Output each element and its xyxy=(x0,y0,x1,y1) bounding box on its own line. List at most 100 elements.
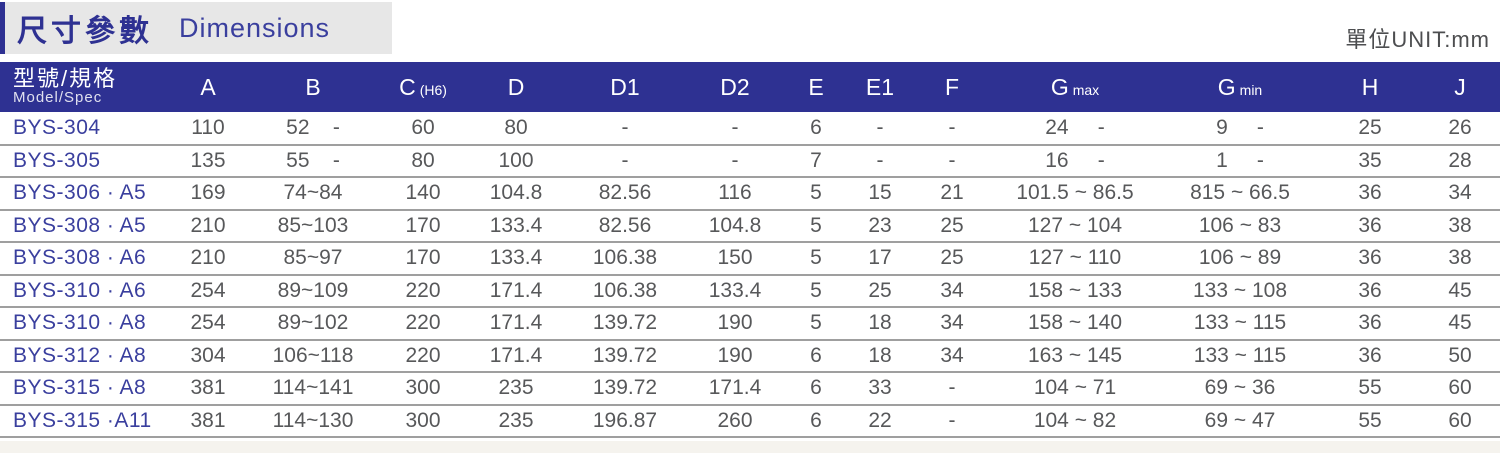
value-cell: 18 xyxy=(868,311,892,335)
value-cell: 60 xyxy=(411,115,435,139)
value-cell: - xyxy=(948,376,956,400)
value-cell: 34 xyxy=(940,343,964,367)
value-cell: 140 xyxy=(405,181,441,205)
value-cell: 127 ~ 110 xyxy=(1028,246,1122,270)
model-cell: BYS-310 · A6 xyxy=(13,278,147,302)
value-cell: 106.38 xyxy=(592,278,658,302)
value-cell: 25 xyxy=(868,278,892,302)
value-cell: 139.72 xyxy=(592,311,658,335)
column-header-f: F xyxy=(914,62,990,112)
value-cell: 139.72 xyxy=(592,376,658,400)
model-cell: BYS-306 · A5 xyxy=(13,181,147,205)
value-cell: 254 xyxy=(190,311,226,335)
value-cell: 17 xyxy=(868,246,892,270)
value-cell: 21 xyxy=(940,181,964,205)
value-cell: 304 xyxy=(190,343,226,367)
value-cell: 114~130 xyxy=(272,408,354,432)
table-row: BYS-315 · A8 381 114~141 300 235 139.72 171.4 6… xyxy=(0,372,1500,405)
value-cell: 89~102 xyxy=(277,311,349,335)
model-header-en: Model/Spec xyxy=(13,89,103,107)
value-cell: 24 - xyxy=(1045,115,1105,139)
value-cell: 34 xyxy=(940,278,964,302)
value-cell: - xyxy=(731,115,739,139)
value-cell: 7 xyxy=(810,148,822,172)
model-cell: BYS-315 ·A11 xyxy=(13,408,152,432)
title-accent-bar xyxy=(0,2,5,54)
page-title-zh: 尺寸參數 xyxy=(17,15,153,48)
value-cell: 6 xyxy=(810,376,822,400)
value-cell: 80 xyxy=(411,148,435,172)
value-cell: 25 xyxy=(940,246,964,270)
value-cell: 210 xyxy=(190,213,226,237)
value-cell: - xyxy=(621,115,629,139)
value-cell: 190 xyxy=(717,343,753,367)
table-row: BYS-310 · A8 254 89~102 220 171.4 139.72 190 5 1… xyxy=(0,307,1500,340)
value-cell: 100 xyxy=(498,148,534,172)
value-cell: 133 ~ 115 xyxy=(1193,311,1287,335)
column-header-d2: D2 xyxy=(684,62,786,112)
value-cell: 55 - xyxy=(286,148,340,172)
value-cell: 28 xyxy=(1448,148,1472,172)
value-cell: 139.72 xyxy=(592,343,658,367)
page-title-en: Dimensions xyxy=(179,12,331,43)
value-cell: 22 xyxy=(868,408,892,432)
value-cell: 104.8 xyxy=(708,213,762,237)
value-cell: 104 ~ 71 xyxy=(1033,376,1117,400)
value-cell: 170 xyxy=(405,213,441,237)
value-cell: 69 ~ 47 xyxy=(1204,408,1276,432)
table-row: BYS-310 · A6 254 89~109 220 171.4 106.38 133.4… xyxy=(0,274,1500,307)
value-cell: 220 xyxy=(405,311,441,335)
value-cell: 158 ~ 140 xyxy=(1027,311,1122,335)
value-cell: 36 xyxy=(1358,213,1382,237)
value-cell: 171.4 xyxy=(708,376,762,400)
value-cell: - xyxy=(948,115,956,139)
value-cell: 235 xyxy=(498,376,534,400)
value-cell: 36 xyxy=(1358,246,1382,270)
value-cell: 36 xyxy=(1358,311,1382,335)
value-cell: 5 xyxy=(810,181,822,205)
table-row: BYS-305 135 55 - 80 100 - - 7 - - 16 - 1 - 35 28 xyxy=(0,144,1500,177)
value-cell: 55 xyxy=(1358,408,1382,432)
value-cell: 34 xyxy=(1448,181,1472,205)
column-label: C xyxy=(399,73,416,100)
column-header-h: H xyxy=(1320,62,1420,112)
table-row: BYS-308 · A6 210 85~97 170 133.4 106.38 150 5 17… xyxy=(0,242,1500,275)
value-cell: 169 xyxy=(190,181,226,205)
column-label: E1 xyxy=(865,73,895,100)
value-cell: 60 xyxy=(1448,408,1472,432)
value-cell: 6 xyxy=(810,115,822,139)
value-cell: 104.8 xyxy=(489,181,543,205)
column-label: H xyxy=(1361,73,1379,100)
value-cell: - xyxy=(948,148,956,172)
title-box: 尺寸參數 Dimensions xyxy=(5,2,392,54)
value-cell: 210 xyxy=(190,246,226,270)
value-cell: 5 xyxy=(810,311,822,335)
value-cell: 101.5 ~ 86.5 xyxy=(1016,181,1134,205)
value-cell: 1 - xyxy=(1216,148,1264,172)
column-header-e: E xyxy=(786,62,846,112)
value-cell: 260 xyxy=(717,408,753,432)
value-cell: 220 xyxy=(405,278,441,302)
value-cell: 60 xyxy=(1448,376,1472,400)
value-cell: 35 xyxy=(1358,148,1382,172)
column-label: E xyxy=(808,73,824,100)
value-cell: 34 xyxy=(940,311,964,335)
column-header-b: B xyxy=(246,62,380,112)
value-cell: 36 xyxy=(1358,181,1382,205)
value-cell: 33 xyxy=(868,376,892,400)
model-cell: BYS-308 · A6 xyxy=(13,246,147,270)
value-cell: 5 xyxy=(810,278,822,302)
value-cell: 25 xyxy=(940,213,964,237)
value-cell: 196.87 xyxy=(592,408,658,432)
value-cell: 190 xyxy=(717,311,753,335)
value-cell: 6 xyxy=(810,343,822,367)
value-cell: 69 ~ 36 xyxy=(1204,376,1276,400)
value-cell: 135 xyxy=(190,148,226,172)
value-cell: 82.56 xyxy=(598,181,652,205)
value-cell: 85~97 xyxy=(283,246,343,270)
column-label: G xyxy=(1050,73,1069,100)
value-cell: 15 xyxy=(868,181,892,205)
table-row: BYS-304 110 52 - 60 80 - - 6 - - 24 - 9 - 25 26 xyxy=(0,112,1500,145)
column-label: D2 xyxy=(720,73,750,100)
